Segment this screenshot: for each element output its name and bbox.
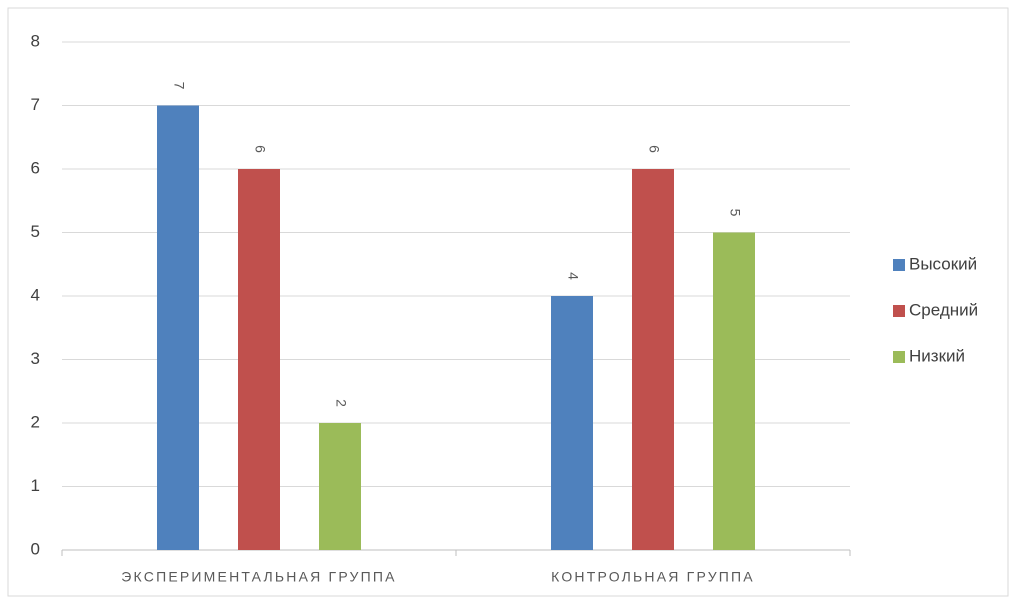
legend-swatch — [893, 351, 905, 363]
bar — [319, 423, 361, 550]
y-tick-label: 3 — [31, 349, 40, 368]
y-tick-label: 6 — [31, 158, 40, 177]
data-label: 6 — [646, 145, 662, 153]
bar — [632, 169, 674, 550]
legend-label: Средний — [909, 300, 978, 319]
legend-label: Низкий — [909, 346, 965, 365]
x-tick-label: КОНТРОЛЬНАЯ ГРУППА — [551, 569, 755, 585]
bar — [713, 232, 755, 550]
bar — [157, 105, 199, 550]
y-tick-label: 8 — [31, 31, 40, 50]
y-tick-label: 2 — [31, 412, 40, 431]
data-label: 6 — [252, 145, 268, 153]
y-tick-label: 5 — [31, 222, 40, 241]
data-label: 7 — [171, 82, 187, 90]
y-tick-label: 7 — [31, 95, 40, 114]
data-label: 4 — [565, 272, 581, 280]
bar — [238, 169, 280, 550]
y-tick-label: 4 — [31, 285, 40, 304]
legend-swatch — [893, 259, 905, 271]
y-tick-label: 1 — [31, 476, 40, 495]
y-tick-label: 0 — [31, 539, 40, 558]
bar — [551, 296, 593, 550]
legend-swatch — [893, 305, 905, 317]
data-label: 5 — [727, 209, 743, 217]
x-tick-label: ЭКСПЕРИМЕНТАЛЬНАЯ ГРУППА — [121, 569, 396, 585]
data-label: 2 — [333, 399, 349, 407]
legend-label: Высокий — [909, 254, 977, 273]
